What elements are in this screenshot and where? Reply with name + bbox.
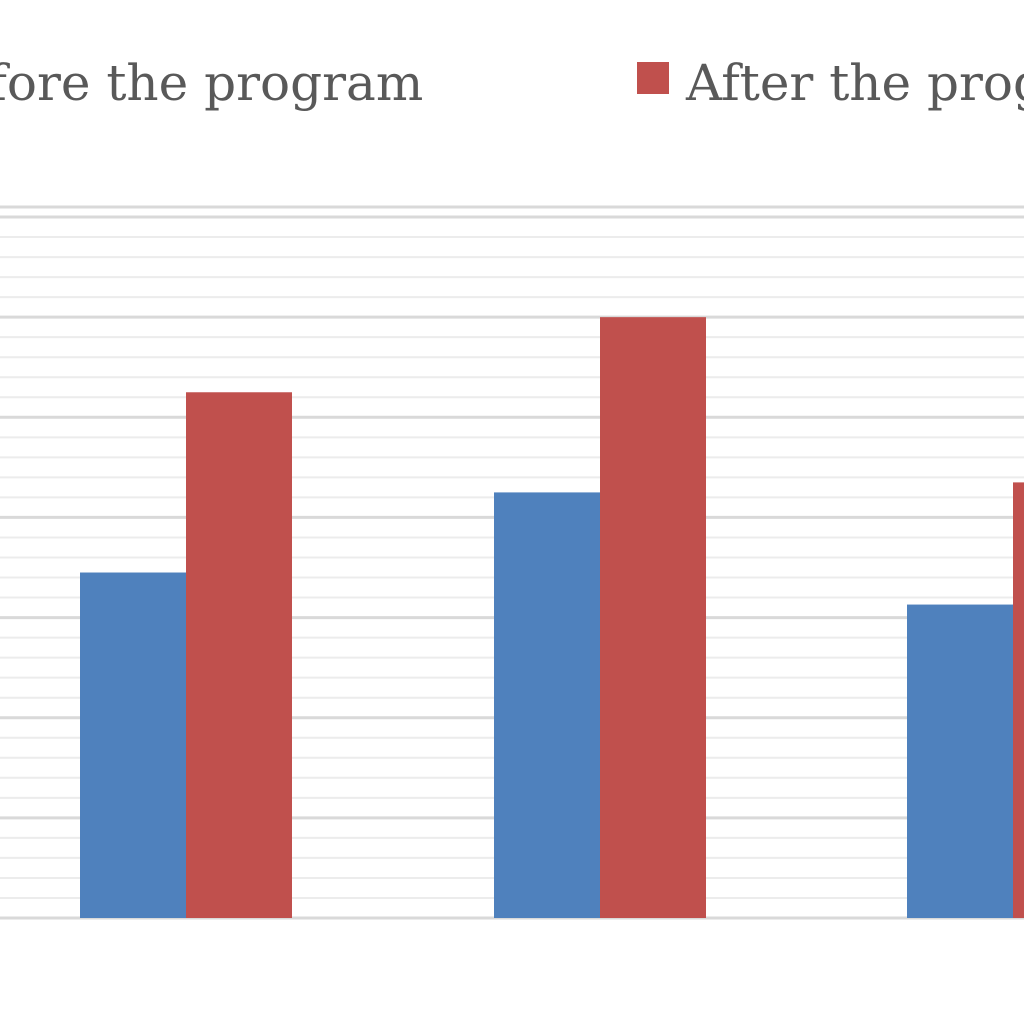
- legend-swatch-after: [637, 62, 669, 94]
- bar-before-3: [907, 604, 1013, 918]
- legend: Before the program After the program: [0, 54, 1024, 112]
- bar-before-1: [80, 572, 186, 918]
- bar-after-2: [600, 317, 706, 919]
- bar-before-2: [494, 492, 600, 918]
- bar-after-3: [1013, 482, 1024, 918]
- legend-label-after: After the program: [685, 54, 1024, 112]
- legend-label-before: Before the program: [0, 54, 423, 112]
- bar-after-1: [186, 392, 292, 918]
- bars: [80, 317, 1024, 919]
